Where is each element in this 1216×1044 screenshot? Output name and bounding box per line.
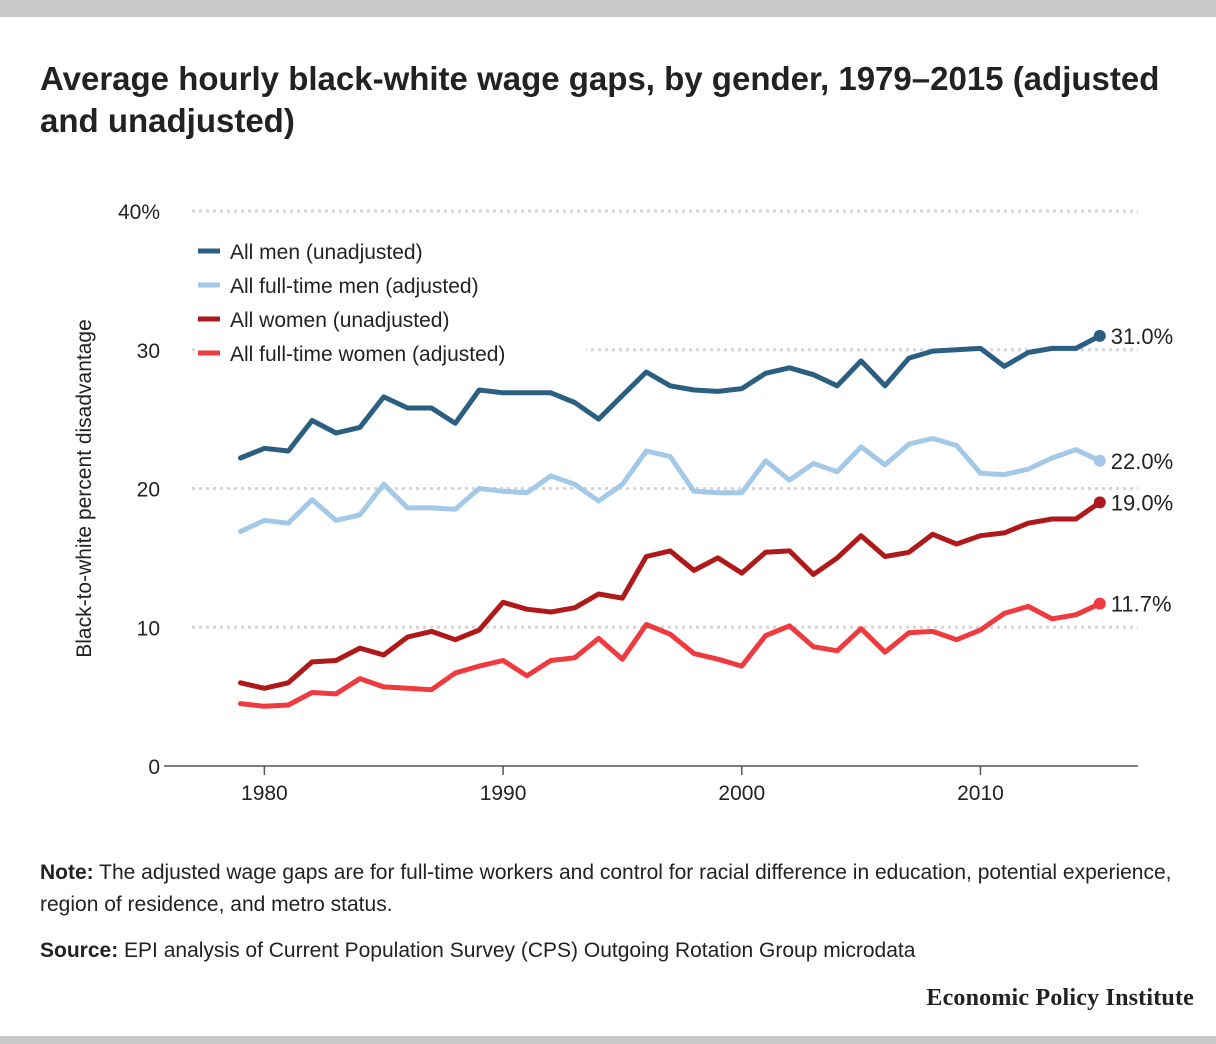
legend-background [196,228,586,374]
x-tick-label: 1980 [241,782,288,805]
x-tick-label: 1990 [480,782,527,805]
y-tick-label: 30 [137,340,160,363]
legend-label-1: All men (unadjusted) [230,241,423,264]
chart-source: Source: EPI analysis of Current Populati… [40,935,1180,967]
source-label: Source: [40,939,119,962]
x-tick-label: 2010 [957,782,1004,805]
series-end-label-2: 22.0% [1111,449,1173,474]
y-tick-label: 40% [118,201,160,224]
source-text: EPI analysis of Current Population Surve… [118,939,916,962]
series-end-label-3: 19.0% [1111,490,1173,515]
note-label: Note: [40,861,94,884]
series-line-3 [238,499,1103,691]
y-tick-label: 10 [137,617,160,640]
chart-title: Average hourly black-white wage gaps, by… [40,60,1160,139]
y-axis-label: Black-to-white percent disadvantage [73,319,96,658]
series-line-4 [238,601,1103,709]
y-tick-label: 20 [137,479,160,502]
bottom-border-bar [0,1036,1216,1044]
y-tick-label: 0 [148,756,160,779]
legend-label-2: All full-time men (adjusted) [230,275,479,298]
series-end-dot-3 [1093,496,1106,509]
top-border-bar [0,0,1216,17]
series-end-label-1: 31.0% [1111,324,1173,349]
chart-note: Note: The adjusted wage gaps are for ful… [40,857,1180,921]
legend-label-3: All women (unadjusted) [230,309,449,332]
series-end-label-4: 11.7% [1111,592,1172,617]
series-line-1 [238,333,1103,461]
x-tick-label: 2000 [718,782,765,805]
series-end-dot-2 [1093,454,1106,467]
series-end-dot-4 [1093,597,1106,610]
series-line-2 [238,436,1103,534]
series-end-dot-1 [1093,329,1106,342]
note-text: The adjusted wage gaps are for full-time… [40,861,1172,916]
legend-label-4: All full-time women (adjusted) [230,343,505,366]
brand-logo-text: Economic Policy Institute [926,985,1194,1011]
